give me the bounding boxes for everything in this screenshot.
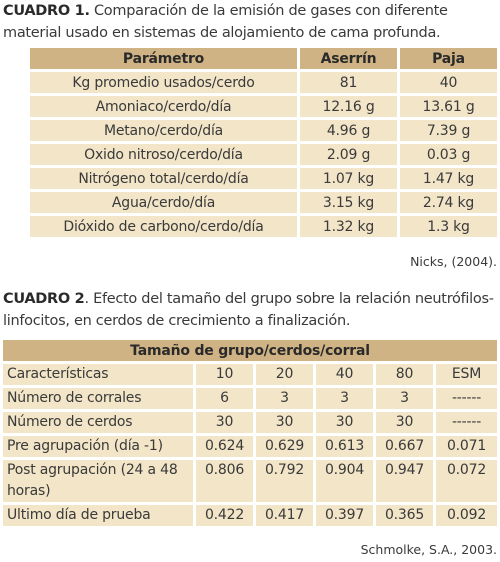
- caption-label: CUADRO 2: [3, 291, 85, 307]
- cell: 6: [196, 388, 253, 409]
- cell: 0.365: [376, 505, 433, 526]
- row: Dióxido de carbono/cerdo/día 1.32 kg 1.3 k…: [30, 216, 497, 237]
- cell: Características: [3, 364, 193, 385]
- cell: Ultimo día de prueba: [3, 505, 193, 526]
- row: Metano/cerdo/día 4.96 g 7.39 g: [30, 120, 497, 141]
- cell: 30: [196, 412, 253, 433]
- cell: Kg promedio usados/cerdo: [30, 72, 297, 93]
- cell: Oxido nitroso/cerdo/día: [30, 144, 297, 165]
- cell: Metano/cerdo/día: [30, 120, 297, 141]
- cell: 0.792: [256, 460, 313, 502]
- cell: 40: [316, 364, 373, 385]
- table: Parámetro Aserrín Paja Kg promedio usados/c…: [27, 45, 500, 240]
- cell: 0.624: [196, 436, 253, 457]
- source: Nicks, (2004).: [410, 254, 497, 269]
- cell: 0.613: [316, 436, 373, 457]
- caption: CUADRO 1. Comparación de la emisión de g…: [3, 0, 497, 44]
- caption-text: Comparación de la emisión de gases con d…: [3, 3, 448, 41]
- cell: 3.15 kg: [300, 192, 397, 213]
- row: Número de corrales 6 3 3 3 ------: [3, 388, 497, 409]
- cell: 1.32 kg: [300, 216, 397, 237]
- cell: 3: [376, 388, 433, 409]
- cell: ------: [436, 388, 497, 409]
- cell: 3: [256, 388, 313, 409]
- header-row: Parámetro Aserrín Paja: [30, 48, 497, 69]
- cell: 13.61 g: [400, 96, 497, 117]
- cell: ESM: [436, 364, 497, 385]
- cell: Pre agrupación (día -1): [3, 436, 193, 457]
- cell: 20: [256, 364, 313, 385]
- cell: 0.947: [376, 460, 433, 502]
- cell: Agua/cerdo/día: [30, 192, 297, 213]
- cell: 0.071: [436, 436, 497, 457]
- caption: CUADRO 2. Efecto del tamaño del grupo so…: [3, 288, 497, 332]
- cell: Dióxido de carbono/cerdo/día: [30, 216, 297, 237]
- row: Número de cerdos 30 30 30 30 ------: [3, 412, 497, 433]
- cell: Nitrógeno total/cerdo/día: [30, 168, 297, 189]
- cell: 80: [376, 364, 433, 385]
- row: Ultimo día de prueba 0.422 0.417 0.397 0.365…: [3, 505, 497, 526]
- table: Tamaño de grupo/cerdos/corral Característ…: [0, 337, 500, 529]
- cell: 0.422: [196, 505, 253, 526]
- cell: Número de corrales: [3, 388, 193, 409]
- header-cell: Aserrín: [300, 48, 397, 69]
- cell: 4.96 g: [300, 120, 397, 141]
- cell: 0.904: [316, 460, 373, 502]
- cell: Número de cerdos: [3, 412, 193, 433]
- cell: 30: [316, 412, 373, 433]
- row: Pre agrupación (día -1) 0.624 0.629 0.613 0.…: [3, 436, 497, 457]
- cell: 0.072: [436, 460, 497, 502]
- caption-label: CUADRO 1.: [3, 3, 90, 19]
- cell: 0.397: [316, 505, 373, 526]
- cell: 0.806: [196, 460, 253, 502]
- cell: 7.39 g: [400, 120, 497, 141]
- header-cell: Tamaño de grupo/cerdos/corral: [3, 340, 497, 361]
- row: Características 10 20 40 80 ESM: [3, 364, 497, 385]
- header-row: Tamaño de grupo/cerdos/corral: [3, 340, 497, 361]
- cell: 0.629: [256, 436, 313, 457]
- cell: 3: [316, 388, 373, 409]
- row: Nitrógeno total/cerdo/día 1.07 kg 1.47 kg: [30, 168, 497, 189]
- row: Oxido nitroso/cerdo/día 2.09 g 0.03 g: [30, 144, 497, 165]
- header-cell: Parámetro: [30, 48, 297, 69]
- cell: 81: [300, 72, 397, 93]
- cell: 2.09 g: [300, 144, 397, 165]
- cell: 40: [400, 72, 497, 93]
- cell: 30: [256, 412, 313, 433]
- cell: 0.092: [436, 505, 497, 526]
- cell: 0.417: [256, 505, 313, 526]
- cell: 1.3 kg: [400, 216, 497, 237]
- cell: Post agrupación (24 a 48 horas): [3, 460, 193, 502]
- row: Kg promedio usados/cerdo 81 40: [30, 72, 497, 93]
- cell: 10: [196, 364, 253, 385]
- cell: 2.74 kg: [400, 192, 497, 213]
- cell: ------: [436, 412, 497, 433]
- cell: 1.47 kg: [400, 168, 497, 189]
- cell: 12.16 g: [300, 96, 397, 117]
- caption-text: . Efecto del tamaño del grupo sobre la r…: [3, 291, 494, 329]
- cell: 30: [376, 412, 433, 433]
- cell: 0.667: [376, 436, 433, 457]
- row: Amoniaco/cerdo/día 12.16 g 13.61 g: [30, 96, 497, 117]
- row: Post agrupación (24 a 48 horas) 0.806 0.79…: [3, 460, 497, 502]
- cell: 1.07 kg: [300, 168, 397, 189]
- header-cell: Paja: [400, 48, 497, 69]
- cell: Amoniaco/cerdo/día: [30, 96, 297, 117]
- source: Schmolke, S.A., 2003.: [360, 542, 497, 557]
- row: Agua/cerdo/día 3.15 kg 2.74 kg: [30, 192, 497, 213]
- cell: 0.03 g: [400, 144, 497, 165]
